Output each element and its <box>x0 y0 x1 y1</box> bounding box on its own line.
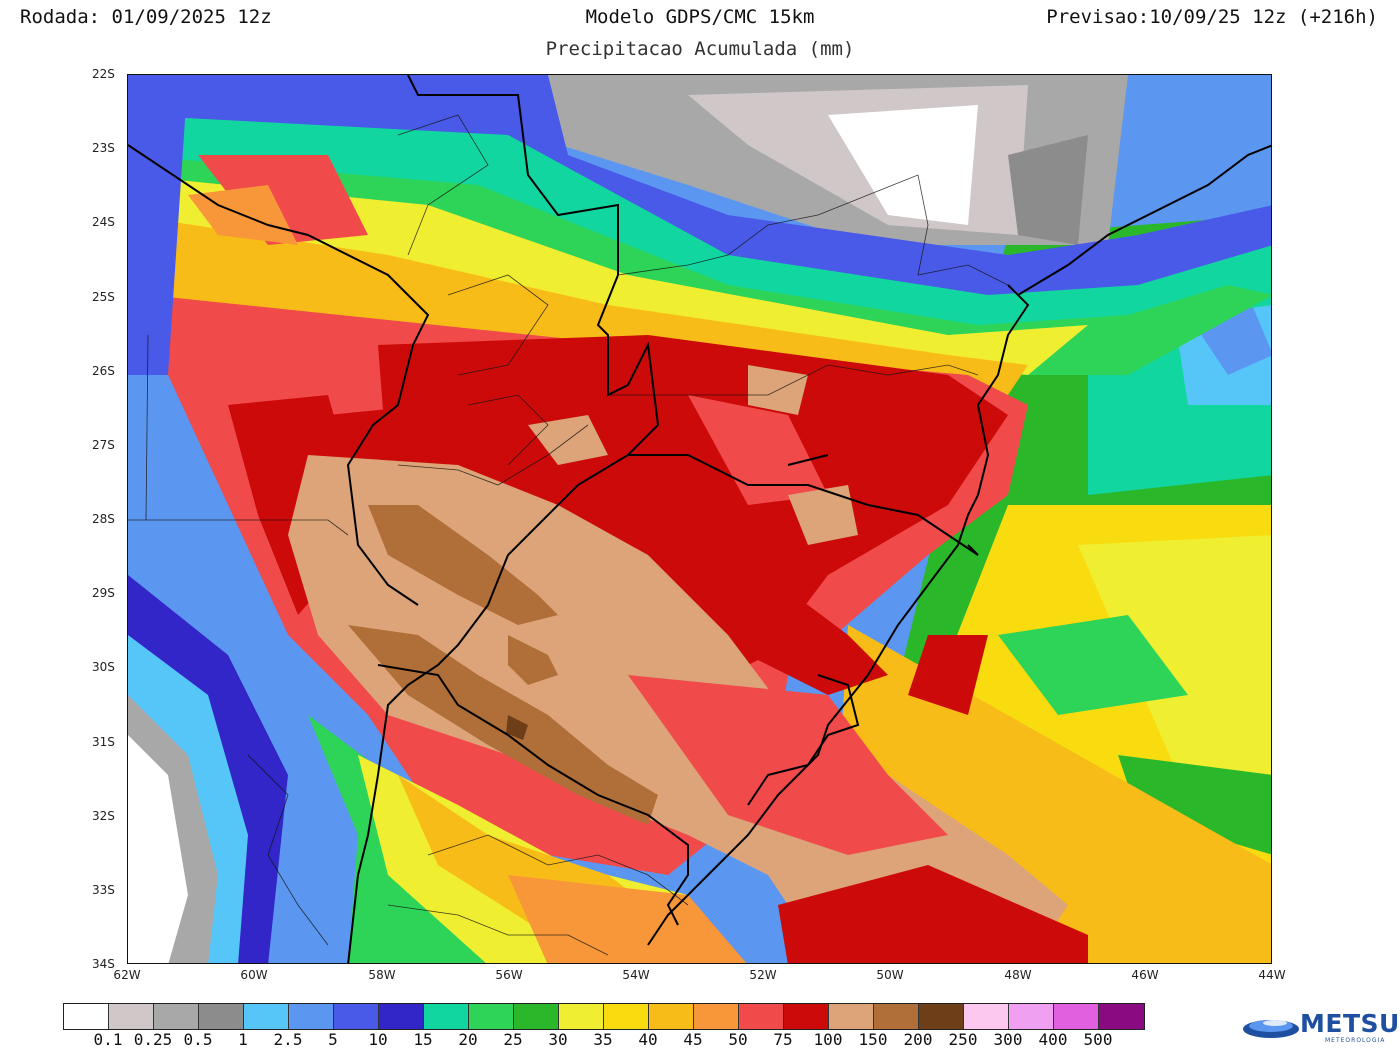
lat-label: 29S <box>92 586 115 600</box>
legend-swatch <box>109 1004 154 1029</box>
legend-label: 50 <box>728 1030 748 1049</box>
lon-label: 58W <box>368 968 396 982</box>
variable-subtitle: Precipitacao Acumulada (mm) <box>545 38 855 60</box>
legend-swatch <box>739 1004 784 1029</box>
legend-swatch <box>1099 1004 1144 1029</box>
legend-swatch <box>874 1004 919 1029</box>
lat-label: 27S <box>92 438 115 452</box>
legend-label: 1 <box>238 1030 248 1049</box>
legend-label: 300 <box>993 1030 1023 1049</box>
legend-label: 0.5 <box>183 1030 213 1049</box>
legend-swatch <box>334 1004 379 1029</box>
legend-swatch <box>784 1004 829 1029</box>
lat-label: 31S <box>92 735 115 749</box>
legend-swatch <box>1009 1004 1054 1029</box>
run-date-label: Rodada: 01/09/2025 12z <box>20 6 272 28</box>
legend-swatch <box>559 1004 604 1029</box>
legend-label: 15 <box>413 1030 433 1049</box>
legend-swatch <box>604 1004 649 1029</box>
legend-swatch <box>514 1004 559 1029</box>
lon-label: 44W <box>1258 968 1286 982</box>
legend-swatch <box>829 1004 874 1029</box>
lat-label: 24S <box>92 215 115 229</box>
legend-label: 5 <box>328 1030 338 1049</box>
lat-label: 26S <box>92 364 115 378</box>
legend-label: 400 <box>1038 1030 1068 1049</box>
legend-label: 150 <box>858 1030 888 1049</box>
metsul-logo-text: METSUL <box>1300 1009 1400 1038</box>
lat-label: 32S <box>92 809 115 823</box>
metsul-logo-subtitle: METEOROLOGIA <box>1325 1037 1386 1044</box>
legend-label: 45 <box>683 1030 703 1049</box>
legend-swatch <box>469 1004 514 1029</box>
forecast-valid-label: Previsao:10/09/25 12z (+216h) <box>1046 6 1378 28</box>
legend-swatch <box>244 1004 289 1029</box>
legend-swatch <box>199 1004 244 1029</box>
legend-label: 75 <box>773 1030 793 1049</box>
lat-label: 34S <box>92 957 115 971</box>
precipitation-color-scale <box>63 1003 1145 1030</box>
legend-label: 2.5 <box>273 1030 303 1049</box>
lon-label: 50W <box>876 968 904 982</box>
lon-label: 52W <box>749 968 777 982</box>
model-title: Modelo GDPS/CMC 15km <box>585 6 815 28</box>
legend-label: 0.25 <box>133 1030 173 1049</box>
lat-label: 33S <box>92 883 115 897</box>
legend-label: 40 <box>638 1030 658 1049</box>
lon-label: 54W <box>622 968 650 982</box>
legend-swatch <box>154 1004 199 1029</box>
lat-label: 25S <box>92 290 115 304</box>
legend-label: 500 <box>1083 1030 1113 1049</box>
lon-label: 56W <box>495 968 523 982</box>
precipitation-map <box>127 74 1272 964</box>
legend-label: 100 <box>813 1030 843 1049</box>
legend-label: 35 <box>593 1030 613 1049</box>
lat-label: 22S <box>92 67 115 81</box>
legend-label: 10 <box>368 1030 388 1049</box>
lon-label: 48W <box>1004 968 1032 982</box>
legend-swatch <box>424 1004 469 1029</box>
legend-label: 20 <box>458 1030 478 1049</box>
legend-label: 200 <box>903 1030 933 1049</box>
lat-label: 23S <box>92 141 115 155</box>
lon-label: 60W <box>240 968 268 982</box>
legend-swatch <box>379 1004 424 1029</box>
legend-label: 25 <box>503 1030 523 1049</box>
legend-swatch <box>289 1004 334 1029</box>
legend-label: 250 <box>948 1030 978 1049</box>
legend-swatch <box>649 1004 694 1029</box>
metsul-logo-icon <box>1243 1020 1299 1038</box>
legend-swatch <box>919 1004 964 1029</box>
legend-swatch <box>694 1004 739 1029</box>
legend-label: 0.1 <box>93 1030 123 1049</box>
legend-swatch <box>964 1004 1009 1029</box>
lat-label: 28S <box>92 512 115 526</box>
lat-label: 30S <box>92 660 115 674</box>
lon-label: 46W <box>1131 968 1159 982</box>
legend-swatch <box>1054 1004 1099 1029</box>
legend-label: 30 <box>548 1030 568 1049</box>
lon-label: 62W <box>113 968 141 982</box>
legend-swatch <box>64 1004 109 1029</box>
